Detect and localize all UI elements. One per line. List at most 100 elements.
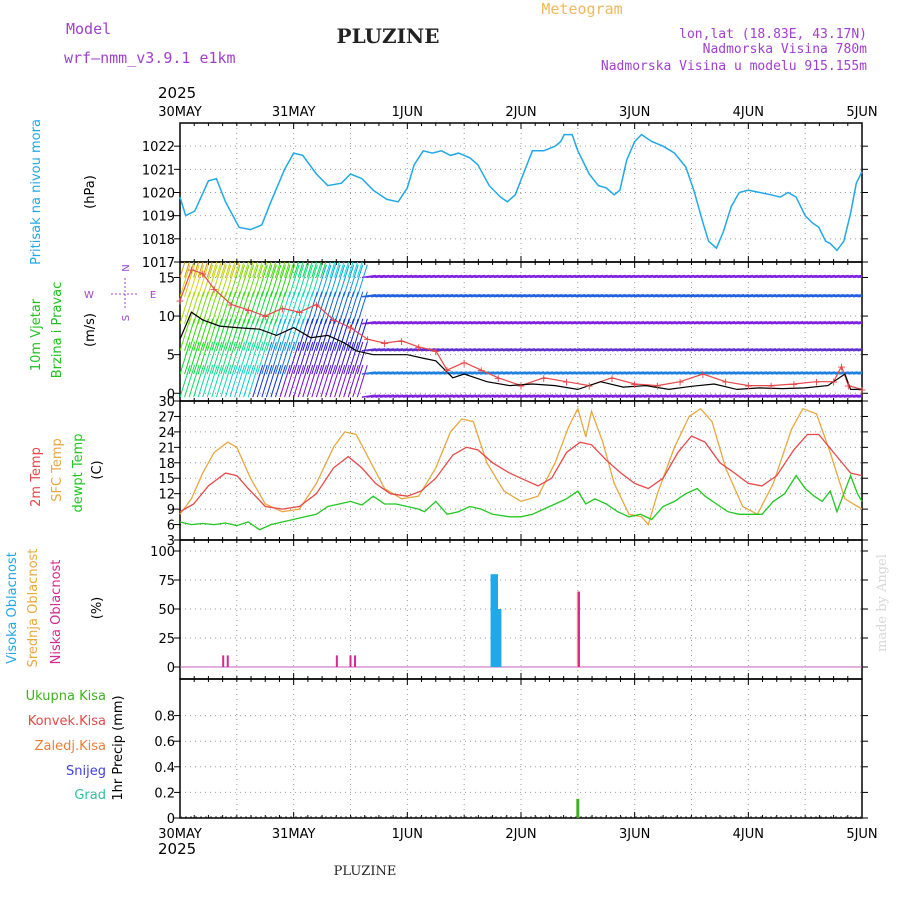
wind-barb (338, 291, 350, 324)
wind-barb (202, 364, 214, 398)
gust-marker: + (766, 380, 775, 393)
wind-barb (338, 318, 350, 351)
wind-barb (243, 341, 255, 375)
wind-barb (857, 395, 862, 398)
wind-barb (193, 341, 205, 375)
wind-barb (224, 364, 236, 398)
wind-barb (356, 341, 368, 375)
wind-barb (252, 341, 264, 375)
y-tick-label: 0.4 (154, 761, 175, 776)
gust-marker: + (676, 376, 685, 389)
wind-barb (857, 349, 862, 352)
wind-barb (279, 318, 291, 351)
wind-barb (215, 341, 227, 375)
wind-barb (238, 341, 250, 375)
ylabel-low-cloud: Niska Oblacnost (49, 560, 64, 665)
wind-barb (352, 264, 364, 297)
wind-barb (252, 262, 259, 278)
wind-barb (180, 291, 191, 324)
wind-barb (329, 318, 341, 351)
y-tick-label: 30 (158, 395, 175, 410)
x-tick-label-bottom: 30MAY (158, 827, 202, 842)
wind-barb (275, 364, 286, 398)
wind-barb (302, 341, 314, 375)
wind-barb (325, 318, 336, 351)
y-tick-label: 100 (150, 545, 175, 560)
wind-barb (193, 262, 199, 278)
wind-barb (325, 264, 336, 297)
wind-barb (857, 295, 862, 298)
wind-barb (247, 364, 259, 398)
wind-barb (188, 318, 200, 351)
wind-barb (306, 291, 318, 324)
wind-barb (224, 291, 236, 324)
wind-barb (234, 318, 246, 351)
y-tick-label: 0.6 (154, 735, 175, 750)
x-tick-label-top: 1JUN (392, 105, 423, 120)
wind-barb (347, 291, 359, 324)
gust-marker: + (516, 380, 525, 393)
y-tick-label: 15 (158, 472, 175, 487)
wind-barb (202, 341, 214, 375)
gust-marker: + (175, 295, 184, 308)
wind-barb (243, 291, 255, 324)
wind-barb (356, 262, 363, 278)
y-tick-label: 75 (158, 574, 175, 589)
wind-barb (265, 318, 277, 351)
gust-marker: + (744, 380, 753, 393)
wind-barb (311, 291, 323, 324)
y-tick-label: 18 (158, 457, 175, 472)
wind-barb (188, 264, 200, 297)
wind-barb (356, 318, 368, 351)
wind-barb (238, 291, 250, 324)
wind-barb (180, 364, 191, 398)
wind-barb (193, 291, 205, 324)
gust-marker: + (198, 268, 207, 281)
gust-marker: + (209, 283, 218, 296)
x-tick-label-bottom: 2JUN (505, 827, 536, 842)
gust-marker: + (562, 376, 571, 389)
wind-barb (302, 364, 314, 398)
panel-frame (179, 678, 863, 819)
wind-barb (284, 318, 296, 351)
y-tick-label: 12 (158, 488, 175, 503)
y-tick-label: 3 (167, 534, 175, 549)
gust-marker: + (698, 368, 707, 381)
y-tick-label: 1020 (142, 187, 175, 202)
wind-barb (197, 318, 209, 351)
x-tick-label-top: 4JUN (733, 105, 764, 120)
x-tick-label-bottom: 1JUN (392, 827, 423, 842)
wind-barb (247, 291, 259, 324)
wind-barb (288, 262, 295, 278)
wind-barb (270, 262, 277, 278)
wind-barb (315, 291, 327, 324)
wind-barb (356, 291, 368, 324)
gust-marker: + (477, 364, 486, 377)
wind-barb (284, 264, 296, 297)
gust-marker: + (187, 264, 196, 277)
gust-marker: + (261, 310, 270, 323)
x-tick-label-bottom: 3JUN (619, 827, 650, 842)
wind-barb (356, 364, 368, 398)
gust-marker: + (380, 337, 389, 350)
gust-marker: + (812, 376, 821, 389)
gust-marker: + (607, 372, 616, 385)
ylabel-group: Pritisak na nivou mora (hPa) 10m Vjetar Brz… (5, 119, 156, 803)
wind-speed-line (179, 311, 862, 391)
cloud-bar (335, 655, 338, 667)
wind-barb (297, 291, 309, 324)
wind-barb (325, 291, 336, 324)
wind-barb (188, 364, 200, 398)
wind-barb (302, 262, 309, 278)
wind-barb (343, 262, 350, 278)
wind-barb (311, 341, 323, 375)
wind-barb (338, 341, 350, 375)
meteogram-title: Meteogram (541, 0, 622, 18)
wind-barb (252, 364, 264, 398)
wind-barb (270, 291, 282, 324)
ylabel-wind-2: Brzina i Pravac (50, 282, 65, 379)
wind-barb (347, 264, 359, 297)
wind-barb (220, 364, 232, 398)
y-tick-label: 21 (158, 441, 175, 456)
